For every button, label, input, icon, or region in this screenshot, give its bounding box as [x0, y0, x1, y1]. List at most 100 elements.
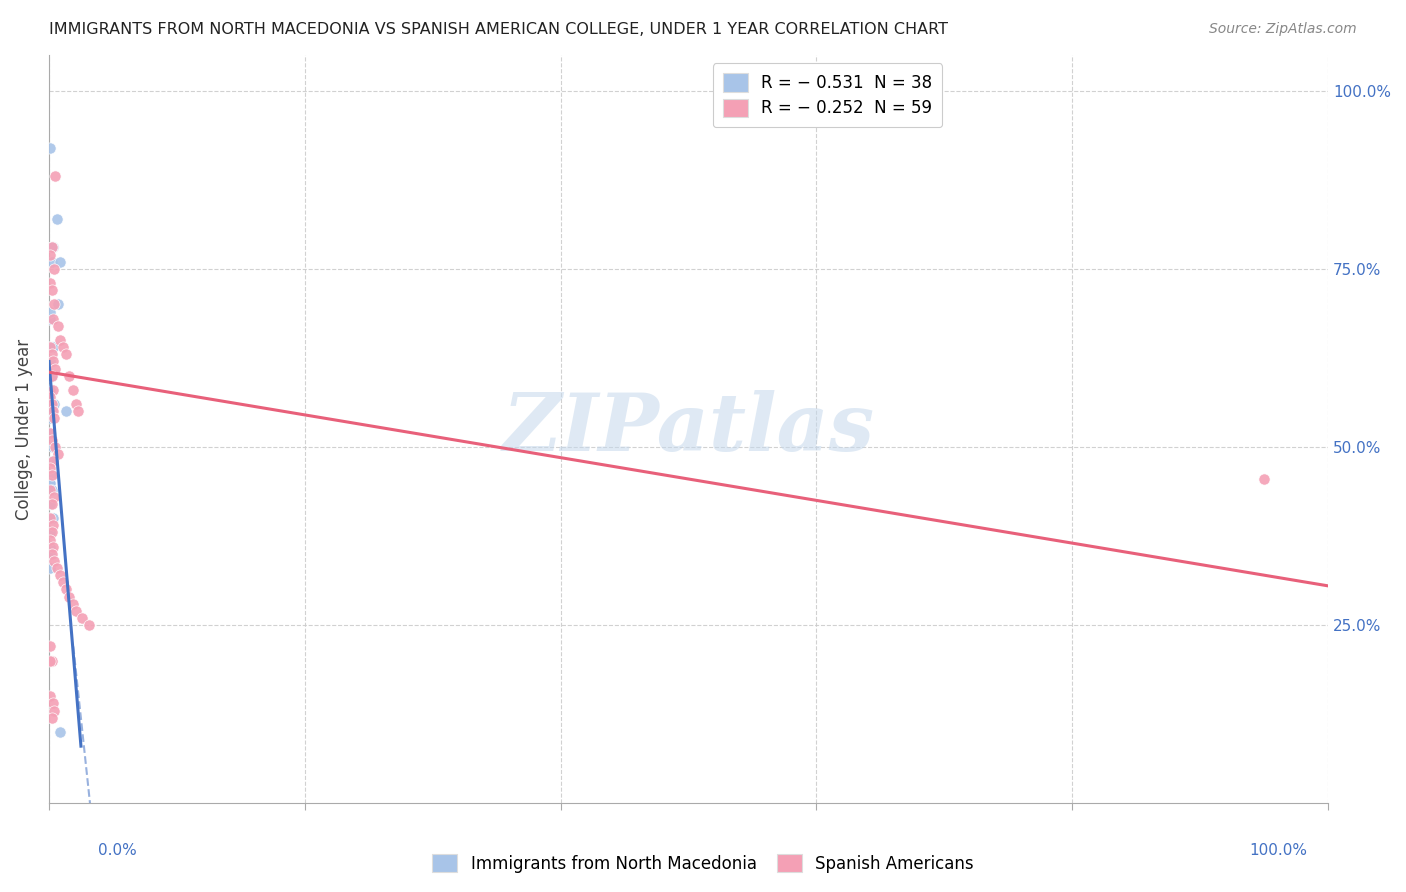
Point — [39, 654, 62, 668]
Point — [46, 297, 69, 311]
Point — [41, 433, 63, 447]
Point — [42, 440, 65, 454]
Point — [39, 276, 62, 290]
Legend: R = − 0.531  N = 38, R = − 0.252  N = 59: R = − 0.531 N = 38, R = − 0.252 N = 59 — [713, 63, 942, 128]
Legend: Immigrants from North Macedonia, Spanish Americans: Immigrants from North Macedonia, Spanish… — [426, 847, 980, 880]
Point — [39, 533, 62, 547]
Point — [39, 640, 62, 654]
Point — [41, 454, 63, 468]
Point — [42, 704, 65, 718]
Point — [39, 475, 62, 490]
Point — [70, 611, 93, 625]
Y-axis label: College, Under 1 year: College, Under 1 year — [15, 339, 32, 520]
Point — [55, 347, 77, 361]
Point — [42, 411, 65, 425]
Point — [42, 383, 65, 397]
Point — [39, 340, 62, 354]
Point — [52, 575, 75, 590]
Point — [45, 561, 67, 575]
Point — [46, 447, 69, 461]
Point — [41, 368, 63, 383]
Point — [39, 141, 62, 155]
Text: IMMIGRANTS FROM NORTH MACEDONIA VS SPANISH AMERICAN COLLEGE, UNDER 1 YEAR CORREL: IMMIGRANTS FROM NORTH MACEDONIA VS SPANI… — [49, 22, 948, 37]
Point — [44, 440, 66, 454]
Point — [41, 711, 63, 725]
Point — [41, 404, 63, 418]
Point — [41, 497, 63, 511]
Point — [41, 240, 63, 254]
Text: 0.0%: 0.0% — [98, 843, 138, 858]
Point — [41, 397, 63, 411]
Point — [41, 240, 63, 254]
Point — [39, 475, 62, 490]
Point — [41, 340, 63, 354]
Point — [39, 511, 62, 525]
Point — [41, 525, 63, 540]
Point — [42, 404, 65, 418]
Point — [39, 411, 62, 425]
Point — [39, 461, 62, 475]
Text: Source: ZipAtlas.com: Source: ZipAtlas.com — [1209, 22, 1357, 37]
Point — [39, 547, 62, 561]
Point — [39, 561, 62, 575]
Point — [41, 468, 63, 483]
Point — [65, 604, 87, 618]
Point — [39, 354, 62, 368]
Point — [52, 340, 75, 354]
Point — [67, 404, 90, 418]
Point — [44, 361, 66, 376]
Point — [39, 425, 62, 440]
Point — [39, 383, 62, 397]
Text: ZIPatlas: ZIPatlas — [502, 391, 875, 468]
Point — [46, 318, 69, 333]
Point — [42, 397, 65, 411]
Point — [39, 311, 62, 326]
Point — [39, 690, 62, 704]
Point — [39, 397, 62, 411]
Point — [41, 547, 63, 561]
Point — [42, 311, 65, 326]
Point — [49, 254, 72, 268]
Point — [41, 483, 63, 497]
Point — [39, 368, 62, 383]
Point — [39, 390, 62, 404]
Point — [45, 212, 67, 227]
Point — [42, 518, 65, 533]
Point — [39, 540, 62, 554]
Point — [42, 511, 65, 525]
Point — [62, 383, 84, 397]
Point — [41, 283, 63, 297]
Point — [39, 247, 62, 261]
Point — [62, 597, 84, 611]
Point — [42, 297, 65, 311]
Point — [39, 525, 62, 540]
Point — [42, 697, 65, 711]
Point — [1253, 472, 1275, 486]
Point — [42, 490, 65, 504]
Point — [58, 590, 80, 604]
Point — [55, 404, 77, 418]
Point — [55, 582, 77, 597]
Point — [39, 340, 62, 354]
Point — [58, 368, 80, 383]
Point — [41, 368, 63, 383]
Point — [44, 169, 66, 184]
Point — [39, 304, 62, 318]
Point — [39, 311, 62, 326]
Point — [41, 254, 63, 268]
Point — [42, 261, 65, 276]
Point — [42, 240, 65, 254]
Point — [49, 568, 72, 582]
Point — [41, 468, 63, 483]
Point — [39, 483, 62, 497]
Point — [39, 425, 62, 440]
Point — [42, 340, 65, 354]
Point — [39, 497, 62, 511]
Text: 100.0%: 100.0% — [1250, 843, 1308, 858]
Point — [42, 340, 65, 354]
Point — [41, 347, 63, 361]
Point — [42, 554, 65, 568]
Point — [42, 354, 65, 368]
Point — [77, 618, 100, 632]
Point — [49, 333, 72, 347]
